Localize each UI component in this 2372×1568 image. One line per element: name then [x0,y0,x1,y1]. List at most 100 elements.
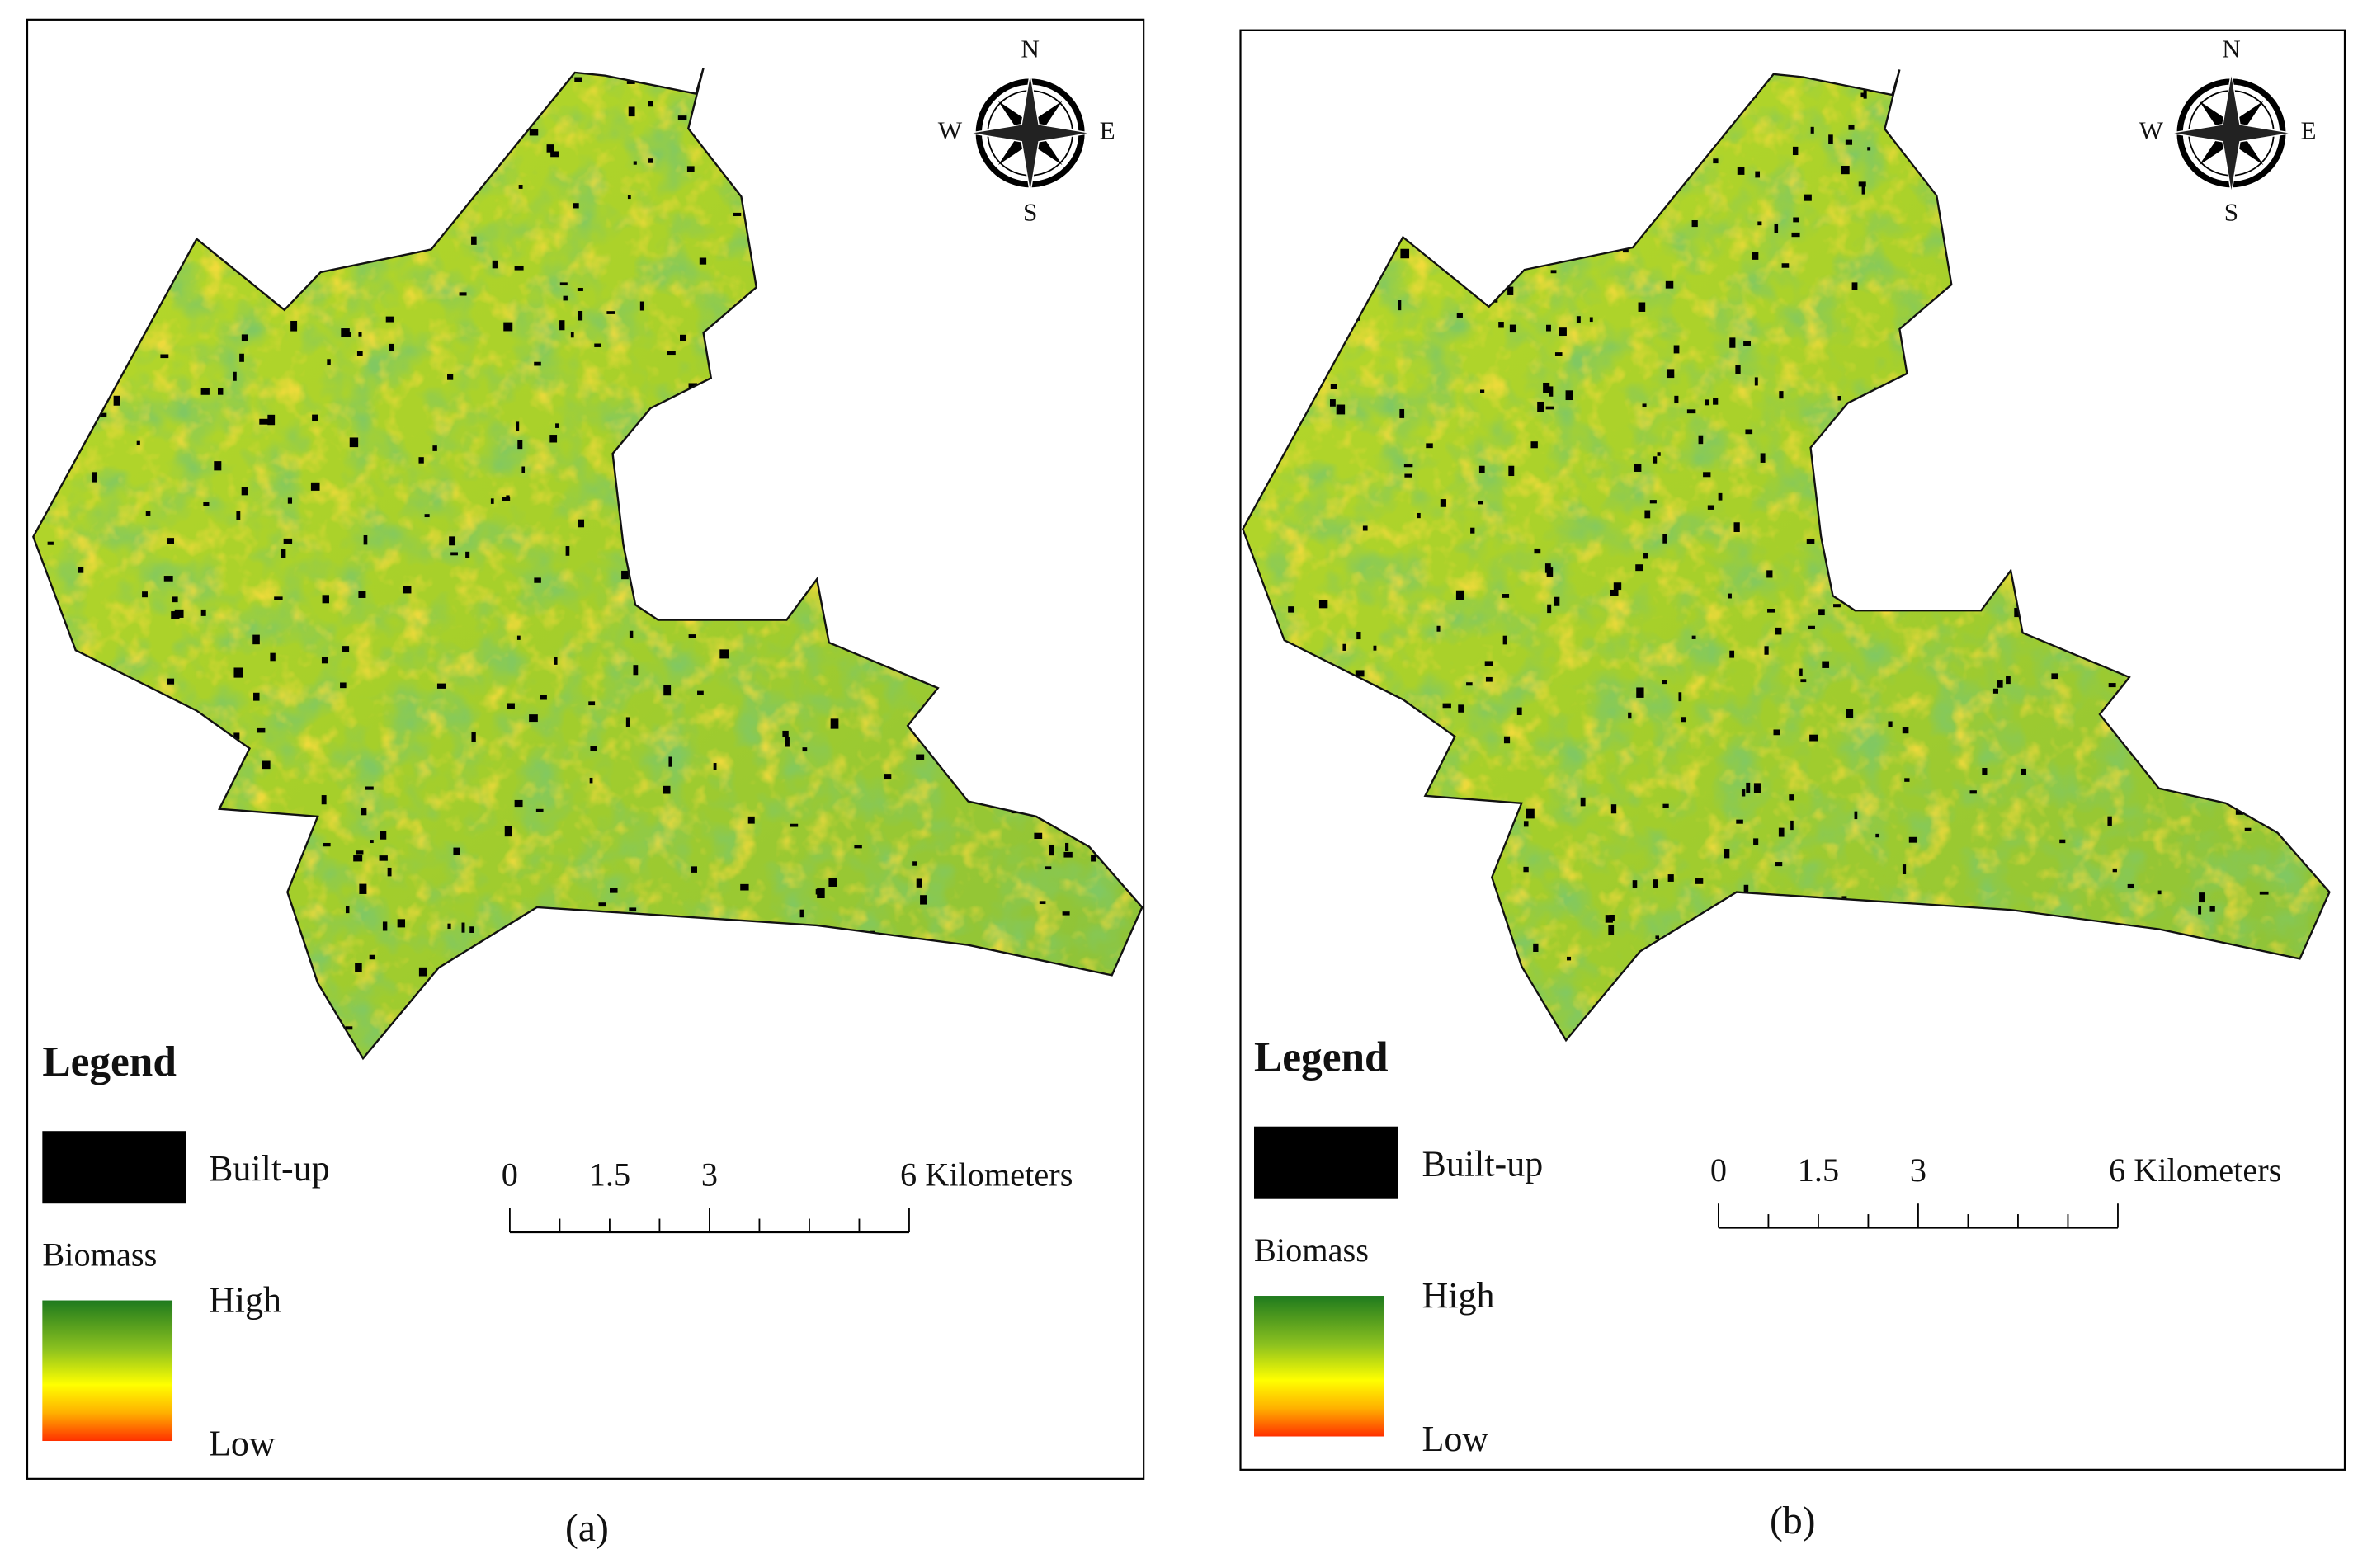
built-up-patch [540,695,547,700]
built-up-patch [78,567,84,573]
built-up-patch [1073,289,1081,296]
compass-s: S [2224,197,2238,226]
built-up-patch [1374,695,1380,704]
built-up-patch [454,958,463,968]
built-up-patch [1845,139,1853,145]
built-up-patch [688,634,696,638]
built-up-patch [111,815,116,821]
built-up-patch [1673,345,1680,354]
built-up-patch [2318,365,2327,372]
built-up-patch [474,181,480,186]
map [32,68,1144,1061]
built-up-patch [1353,780,1357,784]
built-up-patch [2087,571,2093,581]
built-up-patch [1733,522,1740,533]
built-up-patch [1065,842,1069,851]
built-up-patch [283,538,293,544]
built-up-patch [916,878,922,888]
built-up-patch [236,511,241,520]
built-up-patch [821,408,825,412]
built-up-patch [1834,970,1839,977]
built-up-patch [629,478,636,486]
built-up-patch [1373,645,1377,651]
built-up-patch [1455,590,1464,600]
vegetation-low [33,68,1143,1059]
built-up-patch [817,888,825,898]
built-up-patch [1280,358,1288,369]
built-up-patch [1403,464,1413,468]
built-up-patch [1774,224,1779,233]
compass-w: W [2139,115,2164,144]
built-up-patch [775,958,780,966]
built-up-patch [781,510,787,519]
built-up-patch [516,635,521,640]
built-up-patch [1827,554,1831,565]
built-up-patch [851,173,859,179]
built-up-patch [954,501,959,506]
built-up-patch [517,440,523,450]
built-up-patch [1426,443,1433,449]
built-up-patch [1547,604,1552,614]
built-up-patch [2295,177,2303,184]
built-up-patch [1666,369,1675,379]
built-up-patch [267,414,276,426]
built-up-patch [785,134,792,144]
built-up-patch [1632,880,1638,888]
built-up-swatch [1254,1126,1398,1199]
built-up-patch [248,183,253,194]
built-up-patch [572,976,576,985]
built-up-patch [1440,499,1446,507]
low-label: Low [209,1423,276,1463]
built-up-patch [1852,947,1860,951]
built-up-patch [2296,238,2303,245]
built-up-patch [940,719,948,727]
built-up-patch [2258,429,2264,439]
built-up-patch [877,987,884,998]
built-up-patch [1667,874,1674,882]
built-up-patch [1479,389,1485,393]
built-up-patch [2067,971,2074,979]
built-up-patch [1485,179,1492,186]
built-up-patch [380,831,387,840]
built-up-patch [385,316,394,323]
built-up-patch [235,117,242,124]
built-up-patch [927,505,934,513]
built-up-patch [1278,423,1284,430]
built-up-patch [1508,465,1515,477]
built-up-patch [1271,892,1278,902]
legend: Legend Built-up Biomass High Low [42,1038,330,1463]
built-up-swatch [42,1131,186,1204]
built-up-patch [1804,194,1812,201]
built-up-patch [755,334,760,338]
built-up-patch [281,549,286,558]
built-up-patch [356,850,364,855]
built-up-patch [1103,738,1110,747]
built-up-patch [2170,622,2177,632]
built-up-patch [312,414,318,421]
built-up-patch [349,437,359,448]
built-up-patch [1766,570,1773,578]
vegetation-low [1243,69,2330,1041]
built-up-patch [775,988,781,996]
built-up-patch [1336,123,1343,132]
built-up-patch [1074,250,1081,260]
built-up-patch [697,690,704,695]
built-up-patch [1036,808,1040,817]
built-up-patch [241,487,248,496]
scale-bar-label: 0 [502,1156,518,1193]
scale-bar-label: 6 Kilometers [2109,1151,2281,1189]
built-up-patch [1775,627,1782,635]
legend: Legend Built-up Biomass High Low [1254,1034,1543,1459]
built-up-patch [559,282,568,286]
built-up-patch [1400,248,1410,259]
built-up-patch [92,472,97,483]
built-up-patch [884,774,892,780]
built-up-patch [1754,377,1758,386]
built-up-patch [1502,594,1510,598]
built-up-patch [1810,126,1814,134]
compass-n: N [2222,34,2241,63]
built-up-patch [2040,497,2044,506]
built-up-patch [1108,106,1114,114]
